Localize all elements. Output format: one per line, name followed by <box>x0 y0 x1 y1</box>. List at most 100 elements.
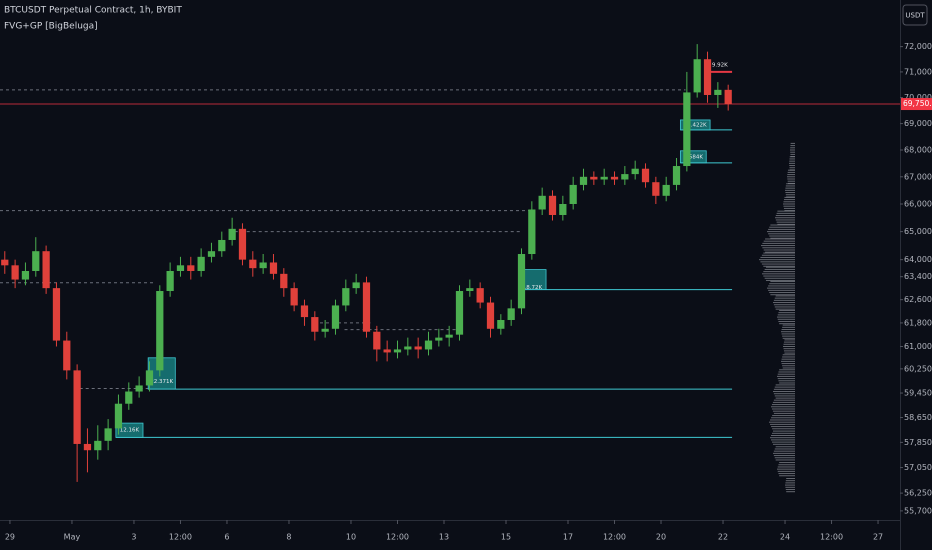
y-tick-label: 57,050.0 <box>904 463 932 472</box>
volume-profile-bar <box>768 233 795 235</box>
volume-profile-bar <box>764 268 795 270</box>
volume-profile-bar <box>765 251 795 253</box>
volume-profile-bar <box>778 473 795 475</box>
candle-body <box>517 254 526 309</box>
volume-profile-bar <box>771 406 795 408</box>
volume-profile-bar <box>777 470 795 472</box>
currency-button[interactable] <box>902 4 928 26</box>
candle-body <box>714 89 722 95</box>
volume-profile-bar <box>777 375 795 377</box>
candle-body <box>166 270 174 292</box>
volume-profile-bar <box>789 167 795 169</box>
candle-body <box>156 291 164 371</box>
resistance-label: 9.92K <box>712 62 728 68</box>
y-tick-label: 61,000.0 <box>904 342 932 351</box>
currency-label[interactable]: USDT <box>905 12 925 20</box>
volume-profile-bar <box>783 207 795 209</box>
x-tick-label: 12:00 <box>169 533 192 542</box>
volume-profile-bar <box>783 203 795 205</box>
x-tick-label: 12:00 <box>386 533 409 542</box>
volume-profile-bar <box>773 443 795 445</box>
x-tick-label: 17 <box>563 533 573 542</box>
candle-body <box>486 302 495 329</box>
volume-profile-bar <box>776 221 795 223</box>
candle-body <box>94 440 102 451</box>
volume-profile-bar <box>787 178 795 180</box>
candle-body <box>135 385 143 392</box>
candle-body <box>548 195 557 215</box>
y-tick-label: 61,800.0 <box>904 318 932 327</box>
volume-profile-bar <box>774 457 795 459</box>
candle-body <box>63 340 71 371</box>
x-tick-label: 24 <box>780 533 790 542</box>
volume-profile-bar <box>762 273 795 275</box>
candle-body <box>435 337 443 341</box>
volume-profile-bar <box>777 314 795 316</box>
fvg-label: 9.584K <box>684 154 704 160</box>
volume-profile-bar <box>771 417 795 419</box>
volume-profile-bar <box>773 299 795 301</box>
y-tick-label: 57,850.0 <box>904 438 932 447</box>
volume-profile-bar <box>777 466 795 468</box>
volume-profile-bar <box>787 169 795 171</box>
volume-profile-bar <box>771 408 795 410</box>
volume-profile-bar <box>773 393 795 395</box>
volume-profile-bar <box>778 312 795 314</box>
candle-body <box>724 89 732 105</box>
volume-profile-bar <box>779 462 795 464</box>
x-tick-label: 27 <box>873 533 883 542</box>
y-tick-label: 58,650.0 <box>904 413 932 422</box>
candle-body <box>42 251 50 289</box>
volume-profile-bar <box>765 238 795 240</box>
x-tick-label: 22 <box>718 533 728 542</box>
volume-profile-bar <box>763 252 795 254</box>
volume-profile-bar <box>789 160 795 162</box>
volume-profile-bar <box>775 459 795 461</box>
volume-profile-bar <box>785 194 795 196</box>
volume-profile-bar <box>789 165 795 167</box>
volume-profile-bar <box>779 369 795 371</box>
volume-profile-bar <box>770 281 795 283</box>
volume-profile-bar <box>777 468 795 470</box>
candle-body <box>497 319 505 329</box>
volume-profile-bar <box>783 341 795 343</box>
volume-profile-bar <box>785 187 795 189</box>
volume-profile-bar <box>770 423 795 425</box>
volume-profile-bar <box>774 306 795 308</box>
candle-body <box>466 288 474 292</box>
volume-profile-bar <box>772 441 795 443</box>
fvg-label: 12.16K <box>120 428 140 434</box>
volume-profile-bar <box>770 237 795 239</box>
x-tick-label: 12:00 <box>603 533 626 542</box>
volume-profile-bar <box>773 304 795 306</box>
candle-body <box>610 176 619 180</box>
candle-body <box>631 168 639 175</box>
volume-profile-bar <box>789 158 795 160</box>
volume-profile-bar <box>785 192 795 194</box>
volume-profile-bar <box>784 196 795 198</box>
volume-profile-bar <box>777 223 795 225</box>
volume-profile-bar <box>787 176 795 178</box>
volume-profile-bar <box>782 324 795 326</box>
candle-body <box>176 265 185 271</box>
volume-profile-bar <box>762 242 795 244</box>
y-tick-label: 65,000.0 <box>904 227 932 236</box>
volume-profile-bar <box>771 426 795 428</box>
volume-profile-bar <box>775 384 795 386</box>
candle-body <box>383 349 391 353</box>
volume-profile-bar <box>771 439 795 441</box>
volume-profile-bar <box>761 245 795 247</box>
volume-profile-bar <box>789 156 795 158</box>
volume-profile-bar <box>771 404 795 406</box>
y-tick-label: 63,400.0 <box>904 272 932 281</box>
volume-profile-bar <box>781 333 795 335</box>
volume-profile-bar <box>782 367 795 369</box>
candle-body <box>290 288 298 306</box>
candle-body <box>672 166 681 185</box>
volume-profile-bar <box>785 484 795 486</box>
volume-profile-bar <box>774 448 795 450</box>
candle-body <box>342 288 350 306</box>
candle-body <box>32 251 40 271</box>
